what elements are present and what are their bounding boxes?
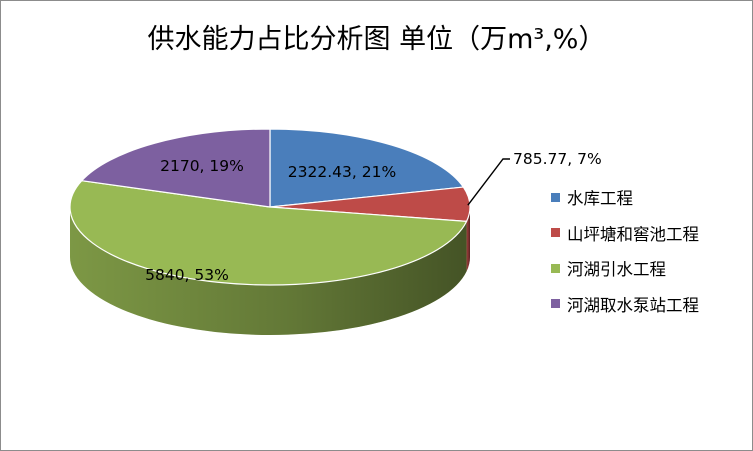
pie-slice [81, 128, 271, 208]
data-label: 2170, 19% [160, 157, 244, 175]
pie-slice-side-shade [466, 207, 470, 272]
legend-swatch [551, 192, 560, 202]
data-label: 5840, 53% [145, 266, 229, 284]
legend-label: 山坪塘和窖池工程 [567, 224, 699, 244]
leader-line [467, 158, 510, 206]
legend: 水库工程 山坪塘和窖池工程 河湖引水工程 河湖取水泵站工程 [551, 187, 699, 329]
legend-swatch [551, 263, 560, 273]
legend-label: 河湖引水工程 [567, 260, 666, 279]
legend-item: 水库工程 [551, 187, 699, 208]
legend-item: 山坪塘和窖池工程 [551, 223, 699, 244]
chart-title: 供水能力占比分析图 单位（万m³,%） [147, 24, 606, 55]
pie-slice [269, 128, 464, 208]
legend-item: 河湖引水工程 [551, 258, 699, 279]
legend-label: 水库工程 [567, 189, 633, 208]
legend-item: 河湖取水泵站工程 [551, 294, 699, 315]
pie-slice [69, 180, 468, 286]
legend-swatch [551, 228, 560, 237]
data-label: 2322.43, 21% [288, 163, 396, 181]
legend-swatch [551, 299, 560, 308]
pie-slice-side-shade [70, 207, 467, 335]
data-label: 785.77, 7% [513, 150, 602, 168]
legend-label: 河湖取水泵站工程 [567, 295, 699, 315]
